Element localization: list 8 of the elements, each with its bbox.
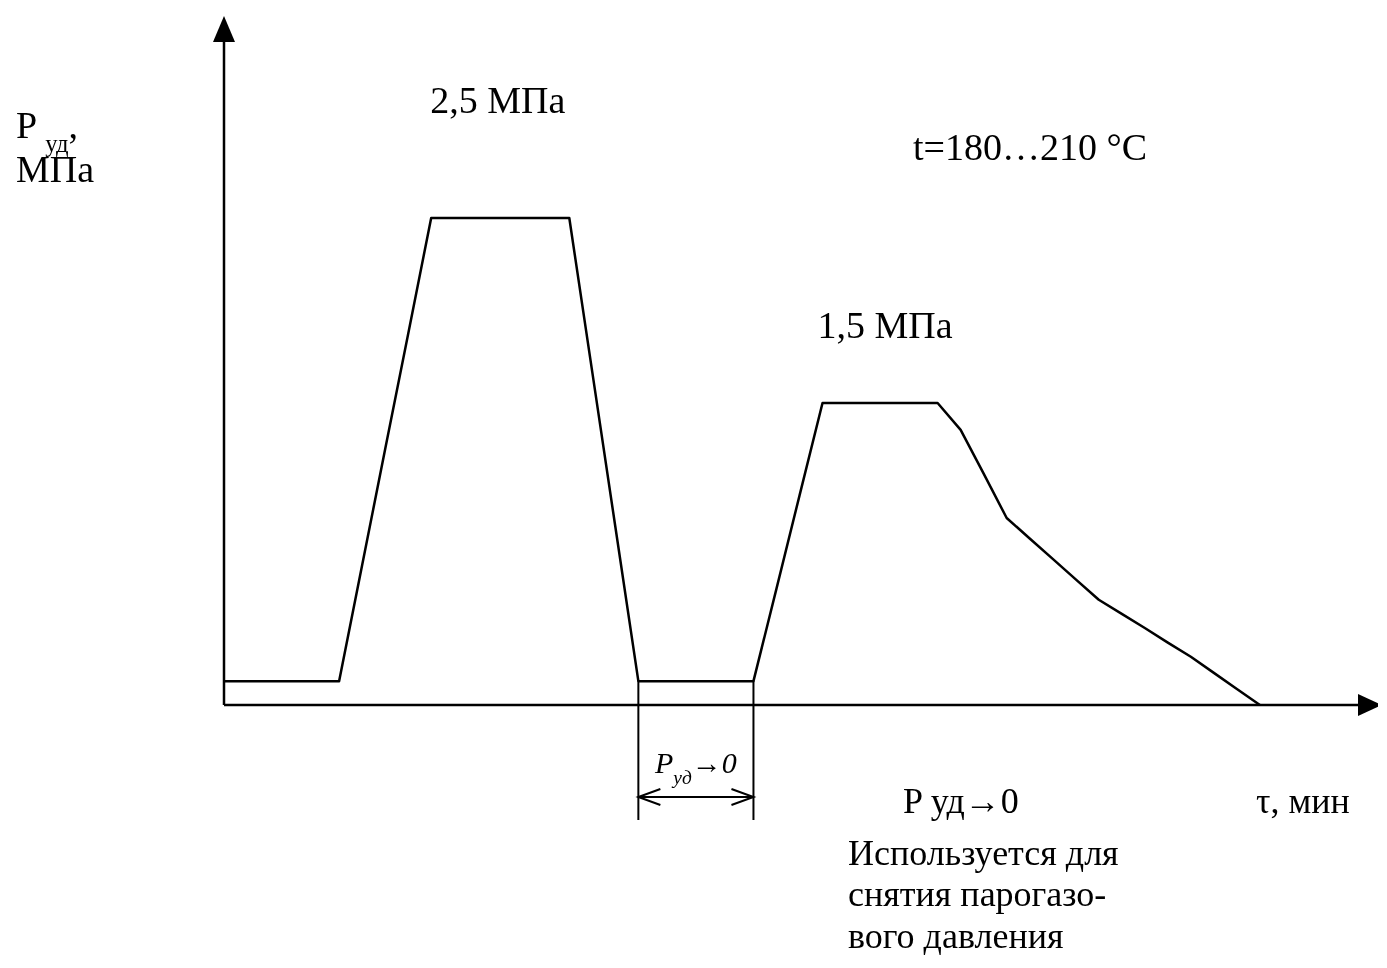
text: P уд→0	[903, 781, 1019, 821]
text: 2,5 МПа	[430, 79, 566, 121]
annotation: 1,5 МПа	[817, 304, 953, 347]
text: P$_{уд}$→0	[654, 746, 737, 788]
x-axis-title: τ, мин	[1256, 781, 1350, 821]
text: t=180…210 °C	[913, 126, 1148, 168]
text: Используется для снятия парогазо- вого давления	[848, 833, 1119, 956]
y-axis-title: P $_{уд}$, МПа	[16, 104, 95, 190]
